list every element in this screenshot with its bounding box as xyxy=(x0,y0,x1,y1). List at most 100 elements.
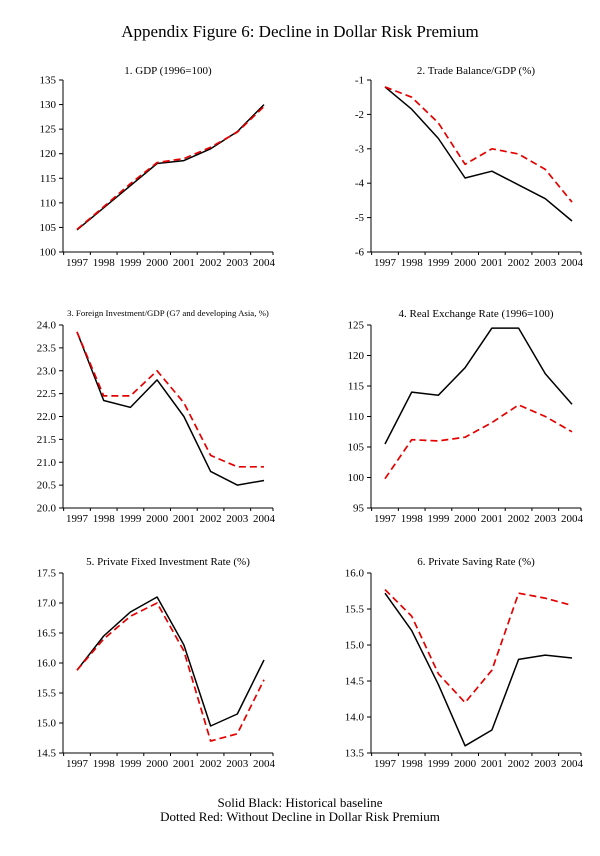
svg-text:1997: 1997 xyxy=(374,257,397,269)
svg-text:125: 125 xyxy=(40,124,57,136)
svg-text:1998: 1998 xyxy=(93,758,116,770)
chart-panel-gdp: 1. GDP (1996=100) 100 105 110 115 120 125 130 1… xyxy=(5,58,295,298)
svg-text:1997: 1997 xyxy=(66,758,89,770)
svg-text:95: 95 xyxy=(353,503,365,515)
real-exchange-rate-chart-title: 4. Real Exchange Rate (1996=100) xyxy=(398,308,554,320)
svg-text:20.0: 20.0 xyxy=(37,503,57,515)
svg-text:2004: 2004 xyxy=(561,257,584,269)
svg-text:125: 125 xyxy=(348,320,365,332)
svg-text:1997: 1997 xyxy=(66,257,89,269)
svg-text:110: 110 xyxy=(40,197,57,209)
svg-text:2000: 2000 xyxy=(146,758,169,770)
svg-text:1999: 1999 xyxy=(119,758,142,770)
legend-caption: Solid Black: Historical baseline Dotted … xyxy=(0,796,600,824)
svg-text:1999: 1999 xyxy=(427,513,450,525)
svg-text:2003: 2003 xyxy=(226,513,249,525)
svg-text:16.5: 16.5 xyxy=(37,628,57,640)
svg-text:17.5: 17.5 xyxy=(37,568,57,580)
svg-text:16.0: 16.0 xyxy=(345,568,365,580)
svg-text:-2: -2 xyxy=(355,109,364,121)
svg-text:2001: 2001 xyxy=(481,758,503,770)
private-fixed-investment-chart-title: 5. Private Fixed Investment Rate (%) xyxy=(86,556,250,568)
svg-text:2001: 2001 xyxy=(173,257,195,269)
svg-text:110: 110 xyxy=(348,411,365,423)
svg-text:1998: 1998 xyxy=(401,758,424,770)
svg-text:2003: 2003 xyxy=(534,257,557,269)
svg-text:2001: 2001 xyxy=(481,257,503,269)
svg-text:21.5: 21.5 xyxy=(37,434,57,446)
chart-panel-private-fixed-investment: 5. Private Fixed Investment Rate (%) 14.… xyxy=(5,549,295,789)
svg-text:13.5: 13.5 xyxy=(345,748,365,760)
real-exchange-rate-line-chart: 95 100 105 110 115 120 125 1997 1998 1999 2000 2001… xyxy=(348,320,584,526)
svg-text:1998: 1998 xyxy=(401,257,424,269)
svg-text:2002: 2002 xyxy=(508,257,530,269)
svg-text:135: 135 xyxy=(40,76,57,87)
svg-text:2003: 2003 xyxy=(534,758,557,770)
svg-text:105: 105 xyxy=(40,222,57,234)
svg-text:1999: 1999 xyxy=(119,513,142,525)
svg-text:2002: 2002 xyxy=(200,758,222,770)
svg-text:2004: 2004 xyxy=(253,758,276,770)
chart-panel-trade-balance: 2. Trade Balance/GDP (%) -6 -5 -4 -3 -2 -1 199… xyxy=(313,58,600,298)
svg-text:2003: 2003 xyxy=(226,257,249,269)
svg-text:15.0: 15.0 xyxy=(37,718,57,730)
svg-text:2004: 2004 xyxy=(253,513,276,525)
svg-text:1999: 1999 xyxy=(427,257,450,269)
svg-text:130: 130 xyxy=(40,99,57,111)
svg-text:2003: 2003 xyxy=(226,758,249,770)
svg-text:22.5: 22.5 xyxy=(37,388,57,400)
svg-text:1999: 1999 xyxy=(119,257,142,269)
legend-solid-label: Solid Black: Historical baseline xyxy=(217,795,383,810)
figure-title: Appendix Figure 6: Decline in Dollar Ris… xyxy=(121,22,479,41)
svg-text:2004: 2004 xyxy=(561,758,584,770)
svg-text:2000: 2000 xyxy=(454,513,477,525)
svg-text:2000: 2000 xyxy=(454,257,477,269)
svg-text:1997: 1997 xyxy=(374,758,397,770)
private-saving-line-chart: 13.5 14.0 14.5 15.0 15.5 16.0 1997 1998 1999 2000… xyxy=(345,568,584,771)
svg-text:2000: 2000 xyxy=(454,758,477,770)
svg-text:115: 115 xyxy=(40,173,57,185)
chart-panel-private-saving: 6. Private Saving Rate (%) 13.5 14.0 14.5 1… xyxy=(313,549,600,789)
svg-text:20.5: 20.5 xyxy=(37,480,57,492)
svg-text:2002: 2002 xyxy=(508,513,530,525)
svg-text:24.0: 24.0 xyxy=(37,320,57,332)
svg-text:-5: -5 xyxy=(355,212,365,224)
foreign-investment-chart-title: 3. Foreign Investment/GDP (G7 and develo… xyxy=(67,308,269,318)
svg-text:2000: 2000 xyxy=(146,257,169,269)
svg-text:2000: 2000 xyxy=(146,513,169,525)
svg-text:2002: 2002 xyxy=(200,513,222,525)
svg-text:-1: -1 xyxy=(355,76,364,87)
svg-text:2002: 2002 xyxy=(200,257,222,269)
svg-text:1998: 1998 xyxy=(401,513,424,525)
svg-text:120: 120 xyxy=(348,350,365,362)
svg-text:21.0: 21.0 xyxy=(37,457,57,469)
svg-text:2001: 2001 xyxy=(173,758,195,770)
svg-text:15.5: 15.5 xyxy=(37,688,57,700)
foreign-investment-line-chart: 20.0 20.5 21.0 21.5 22.0 22.5 23.0 23.5 24.0 1997… xyxy=(37,320,276,526)
svg-text:15.0: 15.0 xyxy=(345,640,365,652)
svg-text:115: 115 xyxy=(348,381,365,393)
svg-text:15.5: 15.5 xyxy=(345,604,365,616)
svg-text:1998: 1998 xyxy=(93,513,116,525)
private-fixed-investment-line-chart: 14.5 15.0 15.5 16.0 16.5 17.0 17.5 1997 1998 1999… xyxy=(37,568,276,771)
svg-text:1999: 1999 xyxy=(427,758,450,770)
svg-text:14.5: 14.5 xyxy=(37,748,57,760)
chart-panel-foreign-investment: 3. Foreign Investment/GDP (G7 and develo… xyxy=(5,301,295,541)
svg-text:16.0: 16.0 xyxy=(37,658,57,670)
svg-text:14.0: 14.0 xyxy=(345,712,365,724)
svg-text:-6: -6 xyxy=(355,247,365,259)
svg-text:2003: 2003 xyxy=(534,513,557,525)
trade-balance-chart-title: 2. Trade Balance/GDP (%) xyxy=(416,65,536,77)
svg-text:2004: 2004 xyxy=(253,257,276,269)
svg-text:100: 100 xyxy=(40,247,57,259)
svg-text:1997: 1997 xyxy=(66,513,89,525)
svg-text:2002: 2002 xyxy=(508,758,530,770)
svg-text:-3: -3 xyxy=(355,143,365,155)
svg-text:23.5: 23.5 xyxy=(37,342,57,354)
chart-panel-real-exchange-rate: 4. Real Exchange Rate (1996=100) 95 100 10… xyxy=(313,301,600,541)
private-saving-chart-title: 6. Private Saving Rate (%) xyxy=(417,556,535,568)
svg-text:1997: 1997 xyxy=(374,513,397,525)
svg-text:120: 120 xyxy=(40,148,57,160)
svg-text:1998: 1998 xyxy=(93,257,116,269)
gdp-chart-title: 1. GDP (1996=100) xyxy=(124,65,212,77)
